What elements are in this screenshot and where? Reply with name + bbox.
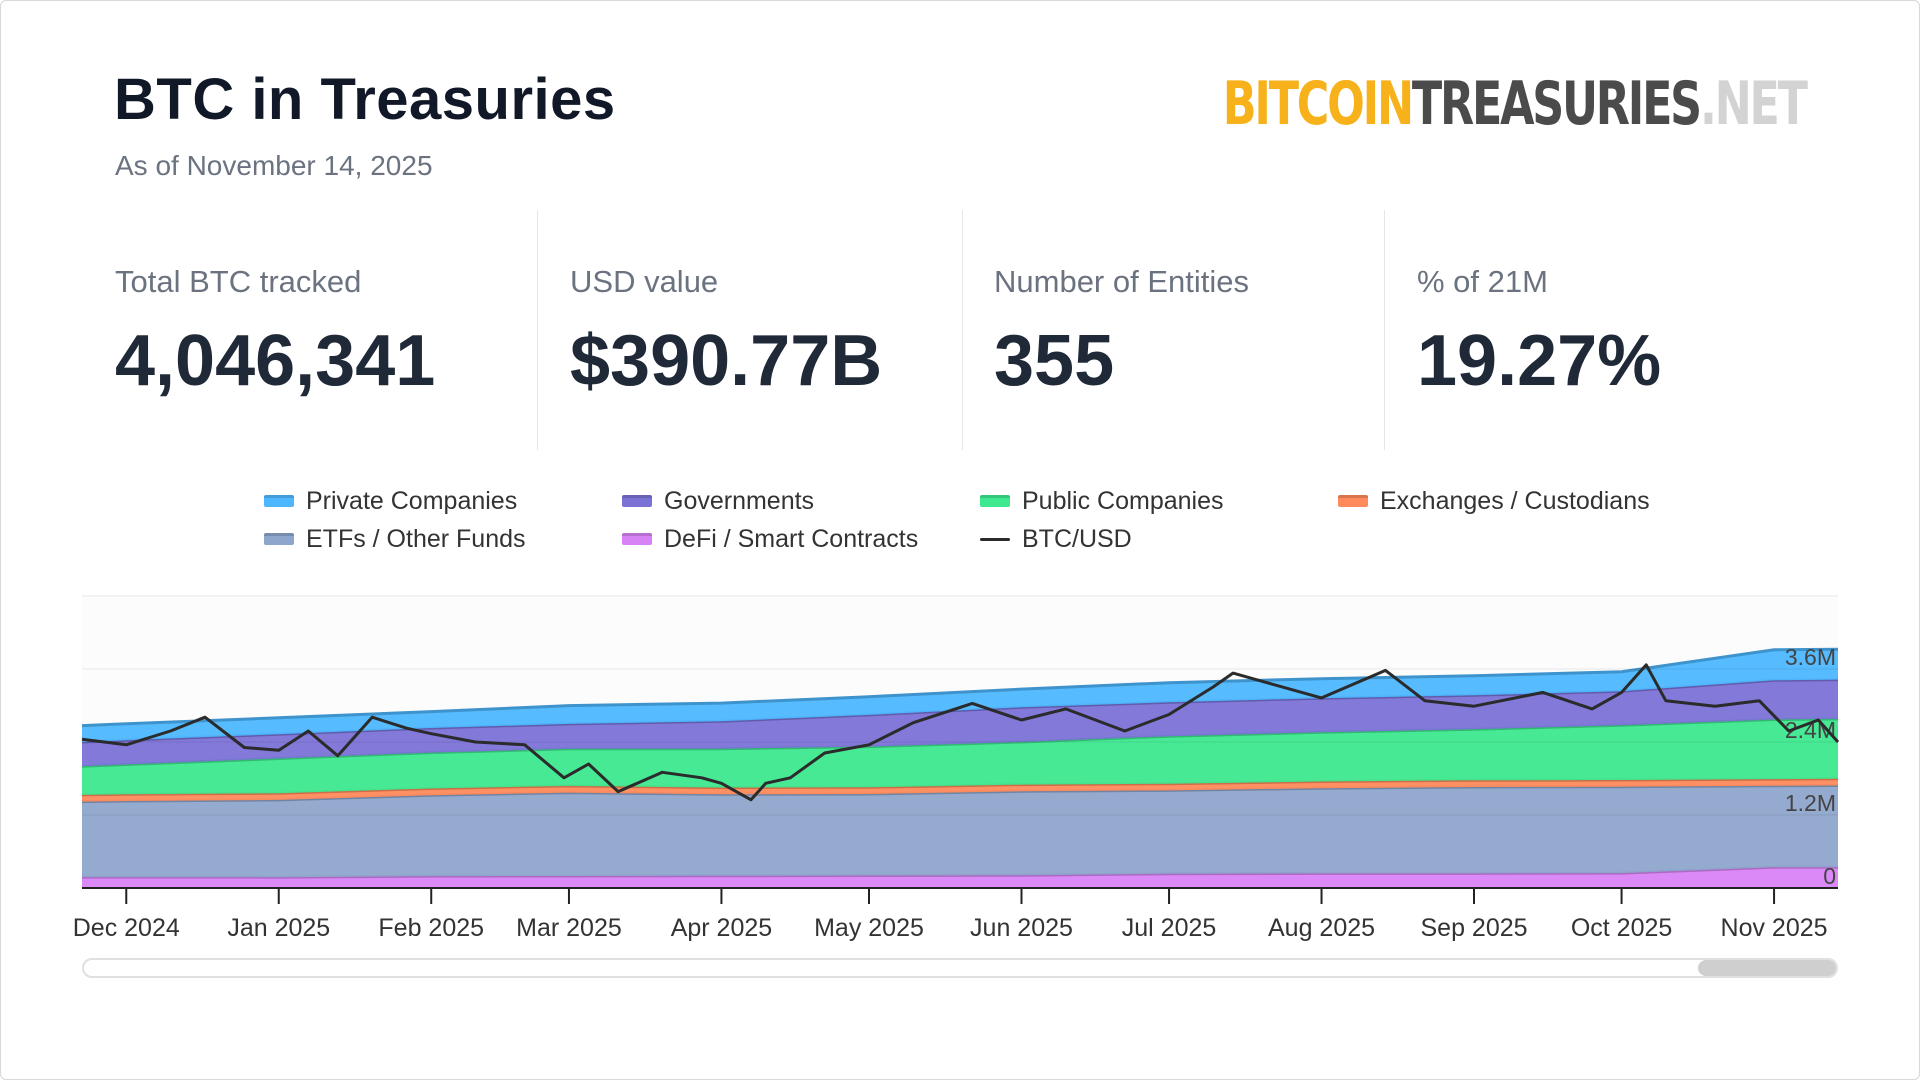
btc-usd-line: [81, 663, 1840, 802]
y-tick-label: 1.2M: [1785, 790, 1836, 816]
legend-swatch: [622, 495, 652, 507]
x-tick-label: Nov 2025: [1721, 914, 1828, 942]
legend-item-public-companies[interactable]: Public Companies: [980, 486, 1224, 516]
legend-item-btc-usd[interactable]: BTC/USD: [980, 524, 1132, 554]
as-of-date: As of November 14, 2025: [115, 150, 433, 181]
x-tick-label: Jan 2025: [227, 914, 330, 942]
y-tick-label: 3.6M: [1785, 644, 1836, 670]
stat-value: $390.77B: [570, 321, 883, 401]
area-private: [82, 649, 1838, 742]
stat-value: 19.27%: [1417, 321, 1662, 401]
legend-label: Exchanges / Custodians: [1380, 486, 1650, 515]
stat-label: Total BTC tracked: [115, 264, 362, 299]
legend-item-exchanges-custodians[interactable]: Exchanges / Custodians: [1338, 486, 1650, 516]
x-tick-label: Oct 2025: [1571, 914, 1672, 942]
legend-swatch: [622, 533, 652, 545]
legend-label: Public Companies: [1022, 486, 1224, 515]
stat-label: USD value: [570, 264, 719, 299]
legend-label: ETFs / Other Funds: [306, 524, 526, 553]
legend-label: Private Companies: [306, 486, 518, 515]
area-public: [82, 718, 1838, 795]
area-exchanges: [82, 778, 1838, 802]
legend-label: DeFi / Smart Contracts: [664, 524, 919, 553]
page-title: BTC in Treasuries: [114, 67, 616, 132]
legend-swatch: [264, 533, 294, 545]
legend-swatch: [264, 495, 294, 507]
x-tick-label: May 2025: [814, 914, 924, 942]
legend-item-defi-smart-contracts[interactable]: DeFi / Smart Contracts: [622, 524, 918, 554]
x-tick-label: Feb 2025: [378, 914, 484, 942]
stat-label: % of 21M: [1417, 264, 1548, 299]
legend-label: Governments: [664, 486, 815, 515]
area-defi: [82, 867, 1838, 888]
area-edge-etfs: [81, 784, 1839, 804]
x-tick-label: Dec 2024: [73, 914, 180, 942]
area-etfs: [82, 785, 1838, 878]
stats-row: Total BTC tracked 4,046,341 USD value $3…: [0, 210, 1920, 450]
bitcointreasuries-logo[interactable]: BITCOINTREASURIES.NET: [1223, 69, 1808, 139]
x-tick-label: Apr 2025: [671, 914, 772, 942]
x-tick-label: Sep 2025: [1420, 914, 1527, 942]
legend-label: BTC/USD: [1022, 524, 1132, 553]
chart-scrollbar[interactable]: [82, 958, 1838, 978]
stat-label: Number of Entities: [994, 264, 1249, 299]
area-edge-private: [81, 647, 1839, 728]
chart-legend: Private Companies Governments Public Com…: [0, 486, 1920, 566]
stat-value: 4,046,341: [115, 321, 436, 401]
legend-swatch: [980, 495, 1010, 507]
x-tick-label: Jun 2025: [970, 914, 1073, 942]
x-tick-label: Aug 2025: [1268, 914, 1375, 942]
y-tick-label: 0: [1823, 863, 1836, 889]
x-tick-label: Mar 2025: [516, 914, 622, 942]
legend-swatch: [1338, 495, 1368, 507]
legend-item-private-companies[interactable]: Private Companies: [264, 486, 517, 516]
area-edge-exchanges: [81, 777, 1839, 797]
legend-item-etfs-other-funds[interactable]: ETFs / Other Funds: [264, 524, 526, 554]
stat-value: 355: [994, 321, 1115, 401]
stat-divider: [537, 210, 538, 450]
scrollbar-thumb[interactable]: [1698, 960, 1836, 976]
legend-swatch: [980, 537, 1010, 541]
x-tick-label: Jul 2025: [1122, 914, 1217, 942]
legend-item-governments[interactable]: Governments: [622, 486, 814, 516]
stat-divider: [1384, 210, 1385, 450]
stat-divider: [962, 210, 963, 450]
